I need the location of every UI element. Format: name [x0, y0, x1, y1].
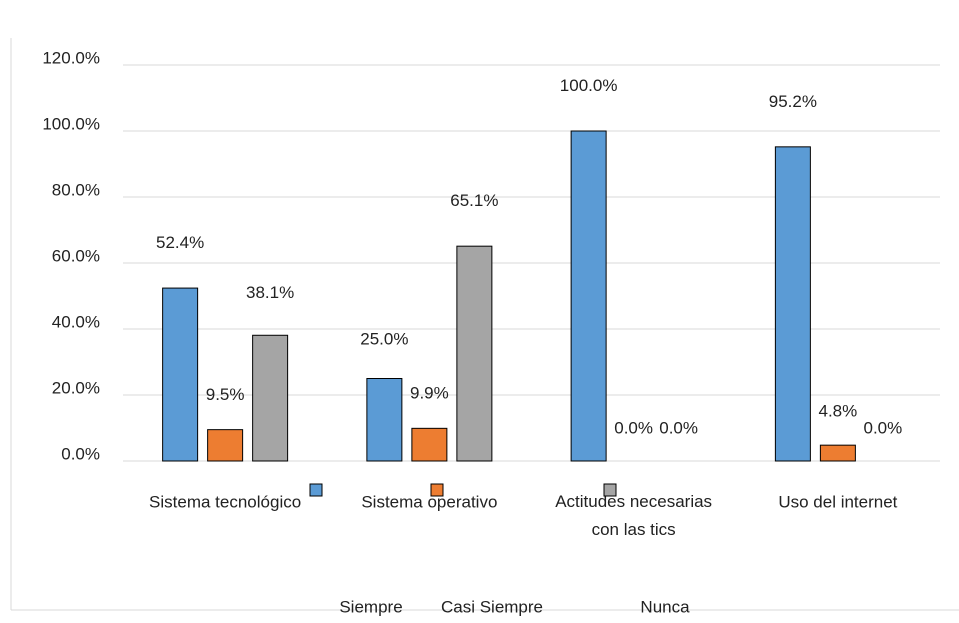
bar — [570, 130, 607, 462]
y-tick-label: 40.0% — [52, 312, 100, 331]
bar — [162, 287, 199, 462]
y-tick-label: 120.0% — [42, 48, 100, 67]
y-tick-label: 60.0% — [52, 246, 100, 265]
x-tick-label: Uso del internet — [778, 492, 897, 511]
bar — [456, 245, 493, 462]
x-tick-label: Sistema tecnológico — [149, 492, 301, 511]
data-label: 38.1% — [246, 283, 294, 302]
legend-marker — [603, 483, 617, 497]
data-label: 9.9% — [410, 383, 449, 402]
data-label: 95.2% — [769, 92, 817, 111]
y-tick-label: 20.0% — [52, 378, 100, 397]
y-tick-label: 80.0% — [52, 180, 100, 199]
data-label: 0.0% — [864, 418, 903, 437]
bar — [411, 427, 448, 462]
legend-marker — [309, 483, 323, 497]
data-label: 0.0% — [659, 418, 698, 437]
legend-label: Siempre — [339, 597, 402, 616]
bar — [774, 146, 811, 462]
y-tick-label: 100.0% — [42, 114, 100, 133]
bar — [207, 429, 244, 462]
bar — [252, 334, 289, 462]
data-label: 0.0% — [614, 418, 653, 437]
y-tick-label: 0.0% — [61, 444, 100, 463]
x-tick-label: Sistema operativo — [361, 492, 497, 511]
bar — [819, 444, 856, 462]
data-label: 65.1% — [450, 191, 498, 210]
data-label: 4.8% — [819, 401, 858, 420]
data-label: 9.5% — [206, 385, 245, 404]
data-label: 100.0% — [560, 76, 618, 95]
legend-marker — [430, 483, 444, 497]
bar — [366, 378, 403, 462]
x-tick-label: Actitudes necesarias con las tics — [555, 492, 712, 539]
legend-label: Nunca — [640, 597, 690, 616]
data-label: 25.0% — [360, 330, 408, 349]
legend-label: Casi Siempre — [441, 597, 543, 616]
data-label: 52.4% — [156, 233, 204, 252]
